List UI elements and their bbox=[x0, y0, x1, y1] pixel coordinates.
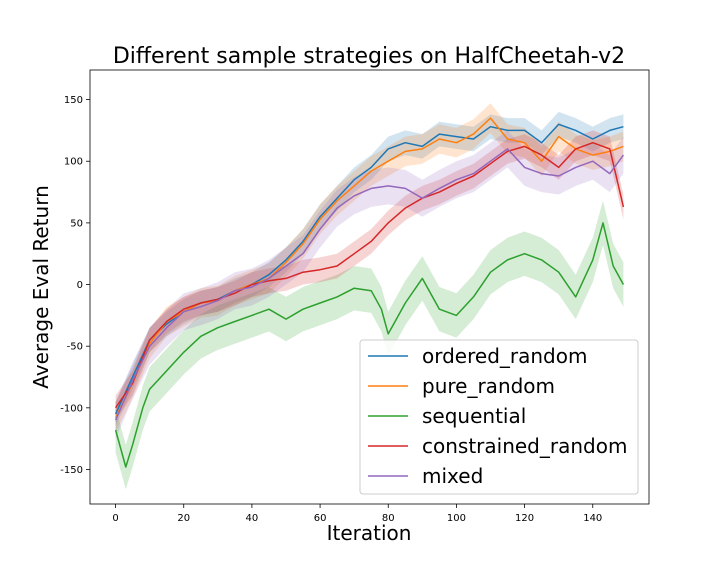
band-sequential bbox=[115, 200, 624, 490]
chart-title: Different sample strategies on HalfCheet… bbox=[113, 44, 625, 69]
legend-label: ordered_random bbox=[422, 344, 587, 368]
x-tick-label: 80 bbox=[382, 513, 395, 524]
band-ordered-random bbox=[115, 111, 624, 427]
legend-label: sequential bbox=[422, 404, 526, 428]
y-tick-label: 50 bbox=[70, 218, 83, 229]
band-mixed bbox=[115, 130, 624, 439]
x-axis: 0 20 40 60 80 100 120 140 bbox=[112, 504, 602, 524]
y-tick-label: 0 bbox=[77, 280, 83, 291]
y-tick-label: 100 bbox=[64, 157, 83, 168]
x-tick-label: 0 bbox=[112, 513, 118, 524]
x-tick-label: 20 bbox=[177, 513, 190, 524]
y-axis: -150 -100 -50 0 50 100 150 bbox=[60, 95, 90, 476]
y-axis-label: Average Eval Return bbox=[29, 185, 53, 389]
plot-border bbox=[89, 69, 650, 505]
series-lines bbox=[114, 117, 625, 468]
y-tick-label: -100 bbox=[60, 403, 83, 414]
y-tick-label: 150 bbox=[64, 95, 83, 106]
plot-area bbox=[89, 69, 650, 505]
line-constrained-random bbox=[114, 141, 625, 409]
x-tick-label: 100 bbox=[447, 513, 466, 524]
band-constrained-random bbox=[115, 130, 624, 421]
legend-box bbox=[359, 339, 639, 495]
legend-label: pure_random bbox=[422, 374, 555, 398]
y-tick-label: -150 bbox=[60, 465, 83, 476]
x-tick-label: 40 bbox=[246, 513, 259, 524]
legend-label: mixed bbox=[422, 464, 483, 488]
x-axis-label: Iteration bbox=[327, 521, 412, 545]
y-tick-label: -50 bbox=[67, 342, 83, 353]
x-tick-label: 120 bbox=[515, 513, 534, 524]
legend: ordered_random pure_random sequential const… bbox=[359, 339, 639, 495]
x-tick-label: 140 bbox=[583, 513, 602, 524]
legend-label: constrained_random bbox=[422, 434, 627, 458]
line-mixed bbox=[114, 148, 625, 421]
x-tick-label: 60 bbox=[314, 513, 327, 524]
line-sequential bbox=[114, 222, 625, 468]
